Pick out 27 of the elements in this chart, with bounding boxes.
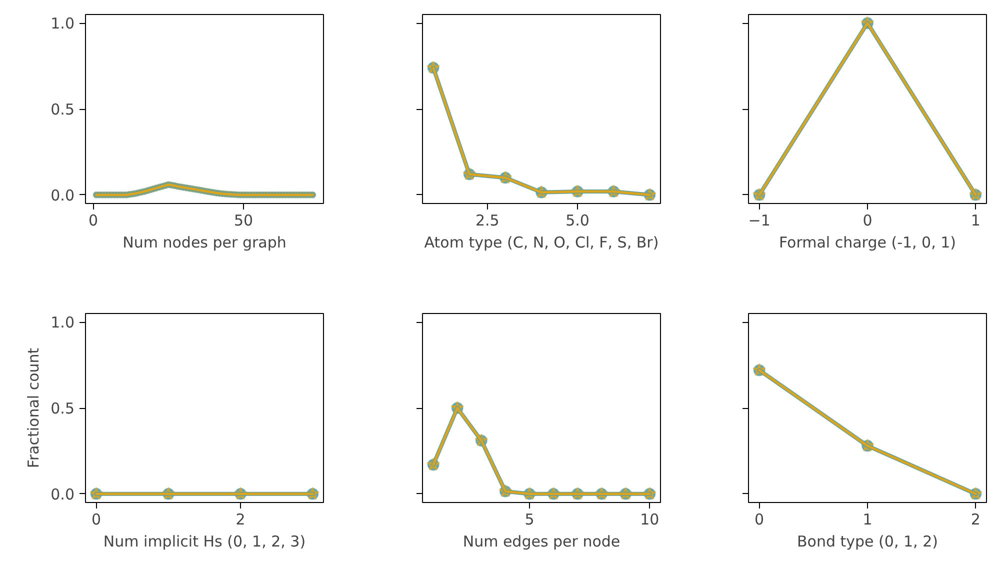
x-axis-title: Num edges per node	[462, 532, 620, 550]
x-tick-label: 10	[640, 510, 659, 528]
x-axis-title: Num implicit Hs (0, 1, 2, 3)	[103, 532, 306, 550]
x-axis-title: Formal charge (-1, 0, 1)	[779, 234, 956, 252]
x-tick-label: 2	[971, 510, 981, 528]
x-axis-title: Bond type (0, 1, 2)	[797, 532, 938, 550]
x-axis-title: Atom type (C, N, O, Cl, F, S, Br)	[424, 234, 658, 252]
x-tick-label: 0	[88, 212, 98, 230]
y-tick-label: 0.5	[50, 100, 75, 118]
y-tick-label: 1.0	[50, 314, 75, 332]
x-tick-label: 0	[92, 510, 102, 528]
x-tick-label: 50	[234, 212, 254, 230]
y-axis-title: Fractional count	[24, 348, 43, 468]
x-tick-label: 5.0	[565, 212, 590, 230]
x-tick-label: 5	[524, 510, 534, 528]
x-tick-label: 2.5	[475, 212, 499, 230]
x-axis-title: Num nodes per graph	[122, 234, 286, 252]
y-tick-label: 0.0	[50, 186, 75, 204]
x-tick-label: 0	[863, 212, 873, 230]
y-tick-label: 1.0	[50, 14, 75, 33]
y-tick-label: 0.5	[50, 400, 75, 418]
y-tick-label: 0.0	[50, 485, 75, 504]
x-tick-label: 1	[971, 212, 981, 230]
x-tick-label: 1	[863, 510, 873, 528]
x-tick-label: 2	[236, 510, 246, 528]
x-tick-label: −1	[748, 212, 771, 230]
x-tick-label: 0	[754, 510, 764, 528]
